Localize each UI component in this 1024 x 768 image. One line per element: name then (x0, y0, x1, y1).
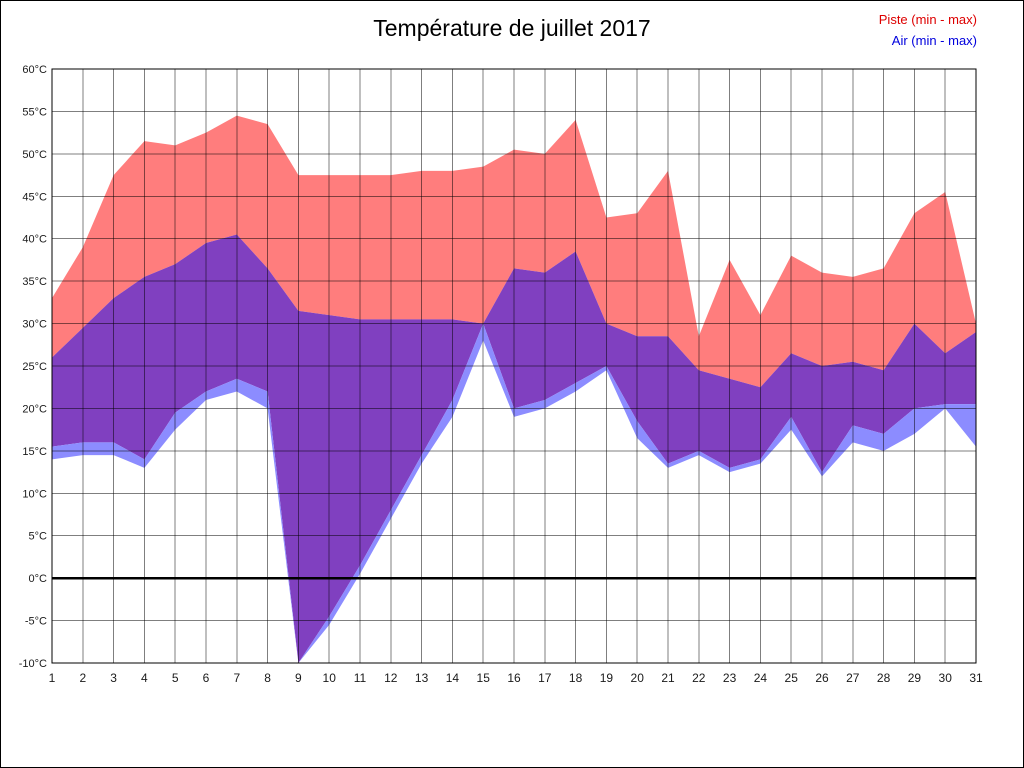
y-axis-labels: 60°C 55°C 50°C 45°C 40°C 35°C 30°C 25°C 20°C 15°C… (19, 64, 47, 670)
y-tick-label: 60°C (22, 64, 47, 76)
x-tick-label: 14 (446, 671, 460, 685)
x-tick-label: 25 (785, 671, 799, 685)
x-tick-label: 23 (723, 671, 737, 685)
x-tick-label: 8 (264, 671, 271, 685)
y-tick-label: 25°C (22, 361, 47, 373)
x-tick-label: 22 (692, 671, 706, 685)
chart-title: Température de juillet 2017 (373, 15, 651, 41)
chart-legend: Piste (min - max) Air (min - max) (879, 9, 977, 51)
y-tick-label: 40°C (22, 234, 47, 246)
x-tick-label: 7 (233, 671, 240, 685)
y-tick-label: 5°C (29, 531, 48, 543)
x-tick-label: 29 (908, 671, 922, 685)
x-tick-label: 3 (110, 671, 117, 685)
x-tick-label: 18 (569, 671, 583, 685)
legend-air: Air (min - max) (891, 33, 977, 48)
x-tick-label: 6 (203, 671, 210, 685)
x-tick-label: 15 (477, 671, 491, 685)
y-tick-label: -5°C (25, 616, 47, 628)
x-tick-label: 11 (354, 671, 367, 685)
y-tick-label: 10°C (22, 488, 47, 500)
y-tick-label: 50°C (22, 149, 47, 161)
x-tick-label: 26 (815, 671, 829, 685)
x-tick-label: 5 (172, 671, 179, 685)
x-tick-label: 31 (969, 671, 983, 685)
x-tick-label: 28 (877, 671, 891, 685)
x-tick-label: 10 (323, 671, 337, 685)
x-tick-label: 19 (600, 671, 614, 685)
y-tick-label: 30°C (22, 319, 47, 331)
y-tick-label: 35°C (22, 276, 47, 288)
x-tick-label: 1 (49, 671, 56, 685)
x-tick-label: 4 (141, 671, 148, 685)
x-tick-label: 17 (538, 671, 552, 685)
plot-border (51, 68, 977, 664)
x-tick-label: 30 (939, 671, 953, 685)
overlap-band-area (52, 234, 976, 663)
x-tick-label: 27 (846, 671, 860, 685)
y-tick-label: 15°C (22, 446, 47, 458)
y-tick-label: -10°C (19, 658, 47, 670)
x-axis-labels: 1 2 3 4 5 6 7 8 9 10 11 12 13 14 15 16 17 18 19 20 21 22 23 24 2… (49, 671, 983, 685)
legend-piste: Piste (min - max) (878, 12, 977, 27)
y-tick-label: 20°C (22, 403, 47, 415)
x-tick-label: 24 (754, 671, 768, 685)
y-tick-label: 0°C (29, 573, 48, 585)
x-tick-label: 13 (415, 671, 429, 685)
x-tick-label: 12 (384, 671, 398, 685)
y-tick-label: 45°C (22, 191, 47, 203)
y-tick-label: 55°C (22, 106, 47, 118)
x-tick-label: 9 (295, 671, 302, 685)
x-tick-label: 21 (661, 671, 675, 685)
x-tick-label: 20 (631, 671, 645, 685)
x-tick-label: 16 (507, 671, 521, 685)
x-tick-label: 2 (79, 671, 86, 685)
